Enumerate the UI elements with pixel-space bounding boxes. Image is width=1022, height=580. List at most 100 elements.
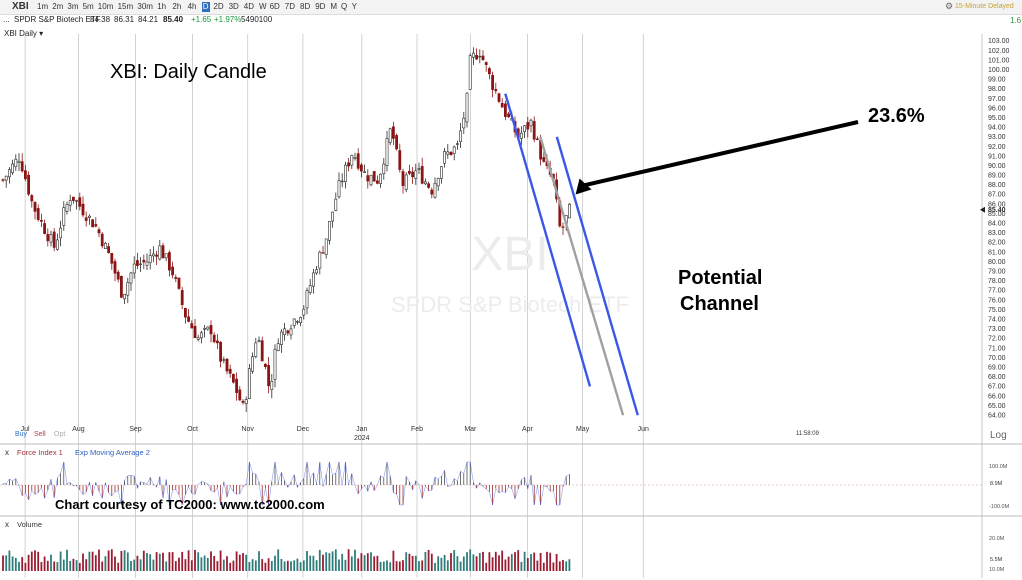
price-tick-label: 75.00	[988, 307, 1006, 314]
volume-bar	[418, 561, 420, 571]
timeframe-1m[interactable]: 1m	[37, 2, 49, 11]
candle-body	[52, 231, 56, 248]
volume-bar	[107, 550, 110, 571]
force-close-icon[interactable]: x	[5, 448, 9, 457]
candle-body	[168, 252, 171, 271]
candle-body	[251, 356, 255, 372]
timeframe-Q[interactable]: Q	[341, 2, 348, 11]
volume-bar	[50, 554, 52, 571]
volume-bar	[101, 561, 104, 571]
price-tick-label: 92.00	[988, 144, 1006, 151]
volume-bar	[373, 556, 376, 571]
candle-body	[439, 166, 443, 179]
volume-bar	[408, 553, 411, 571]
candle-body	[491, 75, 495, 90]
volume-bar	[261, 559, 264, 571]
pct-annotation: 23.6%	[868, 105, 925, 127]
force-legend: x Force Index 1 Exp Moving Average 2 100…	[5, 448, 1010, 510]
price-tick-label: 70.00	[988, 355, 1006, 362]
volume-bar	[82, 553, 84, 571]
candle-body	[379, 173, 383, 184]
candle-body	[289, 328, 293, 336]
volume-bar	[283, 561, 286, 571]
pane-title[interactable]: XBI Daily ▾	[4, 29, 44, 38]
candle-body	[292, 318, 296, 326]
candle-body	[283, 328, 287, 335]
channel-mid-line	[539, 136, 625, 416]
candle-body	[471, 52, 475, 58]
gear-icon[interactable]: ⚙	[945, 1, 954, 11]
timeframe-M[interactable]: M	[330, 2, 338, 11]
candle-body	[164, 253, 168, 259]
volume-bar	[216, 561, 219, 571]
quote-open: 84.38	[90, 15, 111, 24]
volume-bar	[338, 559, 340, 571]
indicator-panes	[0, 461, 982, 571]
timeframe-7D[interactable]: 7D	[284, 2, 296, 11]
volume-bar	[69, 560, 72, 571]
timeframe-4h[interactable]: 4h	[187, 2, 197, 11]
volume-bar	[238, 554, 241, 571]
volume-bar	[251, 559, 254, 571]
timeframe-2m[interactable]: 2m	[52, 2, 64, 11]
price-tick-label: 72.00	[988, 336, 1006, 343]
chart-title: XBI: Daily Candle	[110, 61, 267, 83]
candle-body	[359, 164, 363, 172]
volume-bar	[315, 560, 318, 571]
volume-bar	[11, 556, 14, 571]
candle-body	[267, 365, 271, 387]
volume-bar	[149, 554, 152, 571]
timeframe-Y[interactable]: Y	[351, 2, 357, 11]
volume-bar	[171, 552, 174, 571]
timeframe-30m[interactable]: 30m	[137, 2, 153, 11]
candle-body	[407, 170, 411, 174]
volume-bar	[424, 551, 427, 571]
volume-bar	[210, 551, 212, 571]
price-tick-label: 74.00	[988, 317, 1006, 324]
log-toggle[interactable]: Log	[990, 430, 1007, 441]
timeframe-3D[interactable]: 3D	[228, 2, 239, 11]
price-tick-label: 89.00	[988, 173, 1006, 180]
candle-body	[91, 219, 95, 228]
timeframe-9D[interactable]: 9D	[315, 2, 326, 11]
buy-button[interactable]: Buy	[15, 431, 28, 438]
timeframe-1h[interactable]: 1h	[157, 2, 167, 11]
candle-body	[401, 171, 405, 186]
volume-bar	[18, 561, 20, 571]
timeframe-10m[interactable]: 10m	[97, 2, 114, 11]
candle-body	[395, 135, 399, 150]
menu-dots-icon[interactable]: ...	[3, 15, 10, 24]
timeframe-5m[interactable]: 5m	[82, 2, 94, 11]
timeframe-8D[interactable]: 8D	[300, 2, 311, 11]
volume-bar	[363, 555, 366, 571]
candle-body	[414, 170, 418, 179]
candle-body	[423, 181, 427, 185]
timeframe-6D[interactable]: 6D	[269, 2, 280, 11]
opt-button[interactable]: Opt	[54, 431, 65, 438]
candle-body	[129, 272, 133, 284]
candle-body	[433, 182, 437, 198]
candle-body	[443, 151, 447, 164]
timeframe-2h[interactable]: 2h	[172, 2, 182, 11]
timeframe-W[interactable]: W	[259, 2, 267, 11]
candle-body	[196, 337, 200, 340]
volume-bar	[472, 554, 475, 571]
symbol-label[interactable]: XBI	[12, 1, 29, 12]
timeframe-2D[interactable]: 2D	[213, 2, 224, 11]
year-label: 2024	[354, 435, 370, 442]
price-tick-label: 84.00	[988, 221, 1006, 228]
timeframe-3m[interactable]: 3m	[67, 2, 79, 11]
candle-body	[427, 183, 431, 188]
volume-bar	[123, 550, 126, 571]
candle-body	[216, 340, 219, 344]
volume-close-icon[interactable]: x	[5, 520, 9, 529]
timeframe-4D[interactable]: 4D	[243, 2, 255, 11]
timeframe-15m[interactable]: 15m	[117, 2, 134, 11]
candle-body	[398, 150, 402, 170]
sell-button[interactable]: Sell	[34, 431, 46, 438]
price-tick-label: 71.00	[988, 345, 1006, 352]
timeframe-D[interactable]: D	[201, 2, 210, 12]
candle-body	[43, 223, 47, 234]
candle-body	[94, 224, 98, 227]
volume-bar	[456, 556, 459, 571]
